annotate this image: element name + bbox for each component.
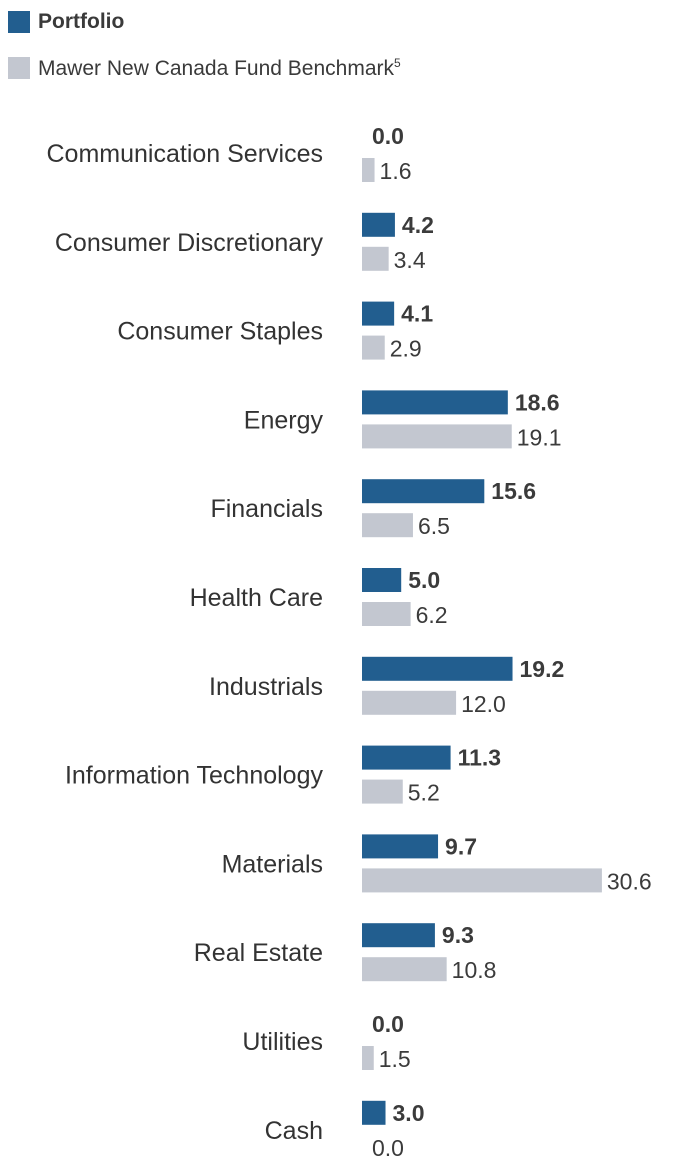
value-label-benchmark-consumer-discretionary: 3.4 <box>394 247 426 273</box>
legend-label-benchmark: Mawer New Canada Fund Benchmark5 <box>38 56 401 81</box>
value-label-benchmark-communication-services: 1.6 <box>380 158 412 184</box>
category-label-utilities: Utilities <box>242 1028 323 1056</box>
category-label-communication-services: Communication Services <box>47 140 324 168</box>
category-label-consumer-discretionary: Consumer Discretionary <box>55 229 324 257</box>
value-label-portfolio-consumer-discretionary: 4.2 <box>402 212 434 238</box>
bar-portfolio-cash <box>362 1100 386 1125</box>
bar-benchmark-real-estate <box>362 957 447 982</box>
bar-portfolio-consumer-staples <box>362 301 395 326</box>
value-label-portfolio-information-technology: 11.3 <box>458 745 502 771</box>
bar-portfolio-industrials <box>362 656 513 681</box>
value-label-benchmark-financials: 6.5 <box>418 513 450 539</box>
value-label-portfolio-health-care: 5.0 <box>408 567 440 593</box>
legend-item-portfolio: Portfolio <box>8 8 401 36</box>
bar-portfolio-financials <box>362 479 485 504</box>
value-label-portfolio-cash: 3.0 <box>393 1100 425 1126</box>
legend-item-benchmark: Mawer New Canada Fund Benchmark5 <box>8 54 401 82</box>
value-label-benchmark-cash: 0.0 <box>372 1135 404 1161</box>
category-label-materials: Materials <box>222 850 323 878</box>
bar-benchmark-utilities <box>362 1046 374 1070</box>
category-label-financials: Financials <box>210 495 323 523</box>
bar-benchmark-information-technology <box>362 779 403 804</box>
value-label-portfolio-communication-services: 0.0 <box>372 123 404 149</box>
value-label-portfolio-energy: 18.6 <box>515 389 560 415</box>
value-label-benchmark-utilities: 1.5 <box>379 1046 411 1072</box>
legend-footnote: 5 <box>394 55 401 70</box>
value-label-benchmark-information-technology: 5.2 <box>408 780 440 806</box>
category-label-industrials: Industrials <box>209 673 323 701</box>
bar-benchmark-communication-services <box>362 158 375 182</box>
bar-portfolio-energy <box>362 390 508 415</box>
category-label-information-technology: Information Technology <box>65 762 324 790</box>
value-label-portfolio-consumer-staples: 4.1 <box>401 301 433 327</box>
bar-benchmark-energy <box>362 424 512 449</box>
bar-benchmark-materials <box>362 868 602 893</box>
bar-benchmark-health-care <box>362 602 411 626</box>
value-label-benchmark-industrials: 12.0 <box>461 691 506 717</box>
legend-label-benchmark-text: Mawer New Canada Fund Benchmark <box>38 56 394 80</box>
category-label-energy: Energy <box>244 406 324 434</box>
category-label-cash: Cash <box>265 1117 323 1145</box>
value-label-benchmark-health-care: 6.2 <box>416 602 448 628</box>
value-label-portfolio-real-estate: 9.3 <box>442 922 474 948</box>
bar-portfolio-consumer-discretionary <box>362 212 395 237</box>
category-label-health-care: Health Care <box>190 584 323 612</box>
bar-benchmark-consumer-discretionary <box>362 246 389 271</box>
value-label-benchmark-energy: 19.1 <box>517 424 562 450</box>
legend-swatch-benchmark <box>8 57 30 79</box>
value-label-benchmark-consumer-staples: 2.9 <box>390 336 422 362</box>
category-label-real-estate: Real Estate <box>194 939 323 967</box>
value-label-portfolio-industrials: 19.2 <box>520 656 565 682</box>
value-label-portfolio-materials: 9.7 <box>445 833 477 859</box>
legend-swatch-portfolio <box>8 11 30 33</box>
value-label-benchmark-materials: 30.6 <box>607 868 652 894</box>
bar-benchmark-consumer-staples <box>362 335 385 360</box>
bar-portfolio-health-care <box>362 568 402 592</box>
bar-benchmark-financials <box>362 513 413 538</box>
value-label-portfolio-financials: 15.6 <box>491 478 536 504</box>
bar-portfolio-materials <box>362 834 439 859</box>
category-label-consumer-staples: Consumer Staples <box>117 318 323 346</box>
legend: Portfolio Mawer New Canada Fund Benchmar… <box>8 8 401 100</box>
value-label-portfolio-utilities: 0.0 <box>372 1011 404 1037</box>
value-label-benchmark-real-estate: 10.8 <box>452 957 497 983</box>
bar-portfolio-real-estate <box>362 923 435 948</box>
bar-portfolio-information-technology <box>362 745 451 770</box>
legend-label-portfolio: Portfolio <box>38 10 125 33</box>
bar-benchmark-industrials <box>362 690 457 715</box>
